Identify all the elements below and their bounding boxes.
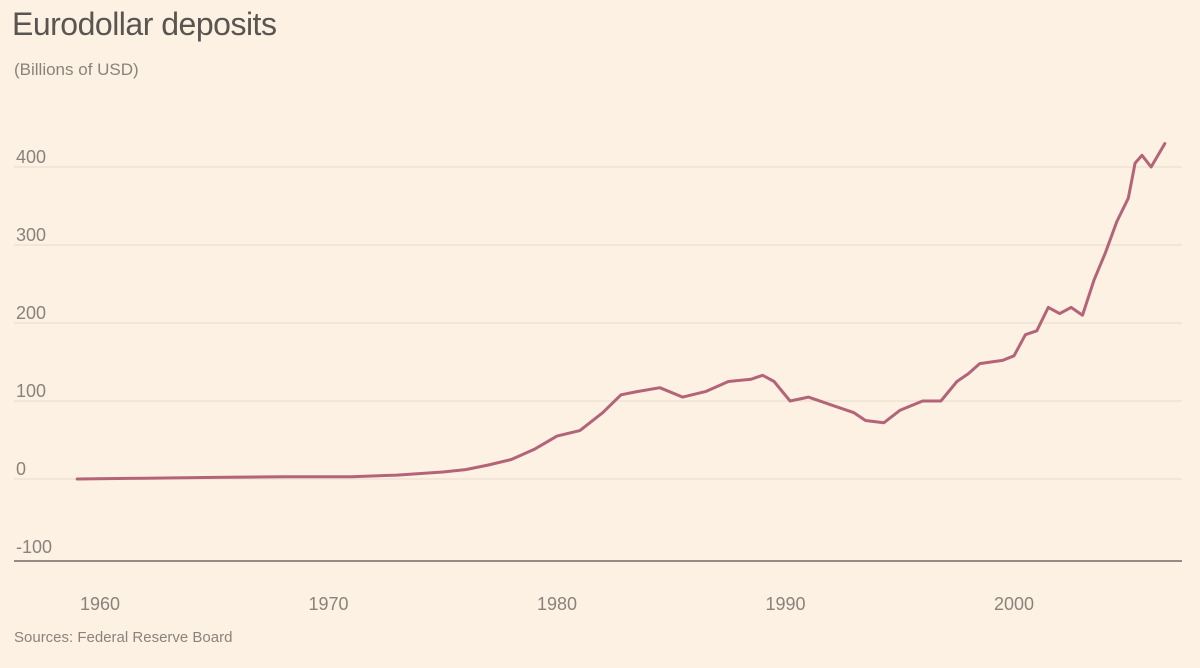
x-tick-label: 1990	[765, 594, 805, 614]
plot-area: -100 0 100 200 300 400 1960 1970 1980 1990 2000	[14, 142, 1182, 614]
y-tick-labels: -100 0 100 200 300 400	[16, 147, 52, 557]
y-tick-label: 300	[16, 225, 46, 245]
y-tick-label: 200	[16, 303, 46, 323]
y-tick-label: 0	[16, 459, 26, 479]
series-line-0	[75, 142, 1167, 481]
x-tick-label: 1980	[537, 594, 577, 614]
x-tick-label: 2000	[994, 594, 1034, 614]
chart-source: Sources: Federal Reserve Board	[14, 629, 233, 646]
chart-subtitle: (Billions of USD)	[14, 60, 139, 79]
y-tick-label: 400	[16, 147, 46, 167]
y-tick-label: -100	[16, 537, 52, 557]
x-tick-label: 1970	[308, 594, 348, 614]
series-layer	[75, 142, 1167, 481]
x-tick-labels: 1960 1970 1980 1990 2000	[80, 594, 1034, 614]
grid-lines	[14, 166, 1182, 562]
chart-title: Eurodollar deposits	[12, 6, 277, 42]
x-tick-label: 1960	[80, 594, 120, 614]
y-tick-label: 100	[16, 381, 46, 401]
